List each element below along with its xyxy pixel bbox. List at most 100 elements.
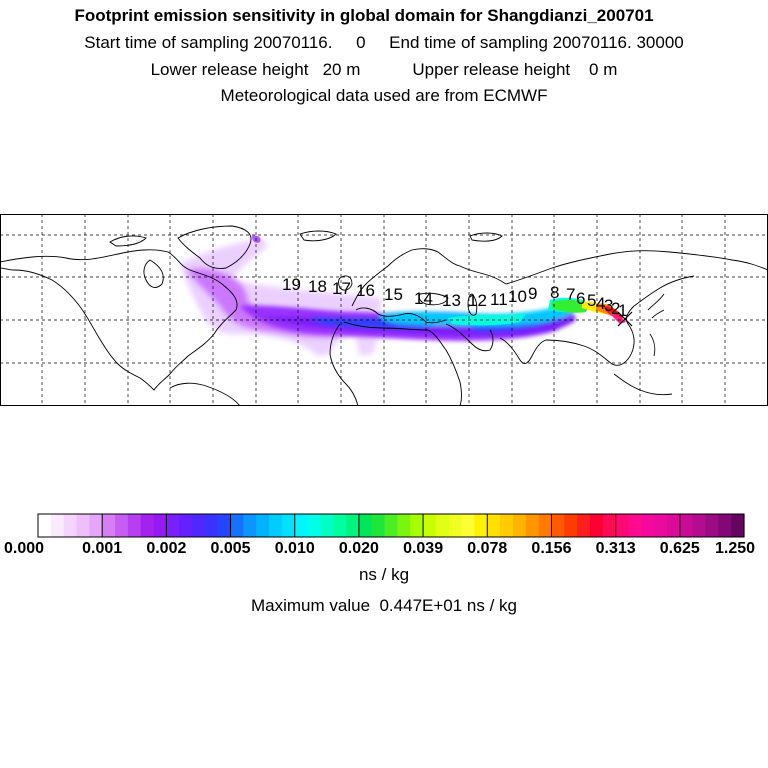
colorbar-segment [294,514,309,537]
colorbar-tick-label: 0.005 [211,540,251,557]
colorbar-segment [589,514,604,537]
plume-green [552,299,590,313]
colorbar-segment [692,514,707,537]
coast-japan [647,293,665,319]
colorbar-segment [217,514,232,537]
colorbar-segment [192,514,206,537]
day-label: 15 [384,285,403,304]
colorbar-segment [153,514,167,537]
day-label: 8 [550,283,559,302]
day-label: 7 [566,285,575,304]
colorbar-segment [333,514,347,537]
day-labels: 19 18 17 16 15 14 13 12 11 10 9 8 7 6 5 … [282,275,627,320]
colorbar: 0.000 0.001 0.002 0.005 0.010 0.020 0.03… [4,513,755,557]
colorbar-segment [38,514,52,537]
day-label: 2 [611,299,620,318]
colorbar-segment [538,514,553,537]
colorbar-segment [487,514,501,537]
colorbar-segment [666,514,681,537]
colorbar-segment [140,514,155,537]
colorbar-segment [76,514,90,537]
coast-iberia-med [355,307,447,324]
colorbar-segment [718,514,732,537]
coast-asia-north [505,250,767,285]
colorbar-segment [525,514,540,537]
day-label: 11 [490,290,508,309]
day-label: 9 [528,284,537,303]
meteo-source-line: Meteorological data used are from ECMWF [220,86,548,105]
colorbar-segment [281,514,296,537]
colorbar-segment [512,514,527,537]
colorbar-segment [705,514,719,537]
coast-arabia [445,323,494,352]
day-label: 10 [508,287,527,306]
colorbar-segment [577,514,591,537]
colorbar-tick-label: 0.156 [531,540,571,557]
coast-africa [329,321,462,405]
coast-hudson-bay [143,259,164,288]
colorbar-segment [410,514,424,537]
colorbar-segment [89,514,103,537]
colorbar-unit: ns / kg [358,565,410,584]
coast-east-asia [545,275,695,366]
colorbar-segment [179,514,193,537]
plume-pink [610,312,626,324]
colorbar-tick-label: 1.250 [715,540,755,557]
day-label: 13 [442,291,461,310]
maximum-value-text: Maximum value 0.447E+01 ns / kg [251,596,517,615]
colorbar-tick-label: 0.313 [596,540,636,557]
coast-se-asia [613,373,673,396]
day-label: 4 [596,294,605,313]
colorbar-segment [397,514,411,537]
colorbar-tick-label: 0.078 [467,540,507,557]
coast-black-sea [418,292,449,306]
colorbar-segment [551,514,565,537]
colorbar-segment [346,514,360,537]
day-label: 17 [332,279,351,298]
coast-uk [338,275,353,291]
colorbar-segment [371,514,386,537]
colorbar-tick-label: 0.000 [4,540,44,557]
colorbar-tick-label: 0.020 [339,540,379,557]
colorbar-segment [641,514,655,537]
plume-cyan [379,304,572,326]
colorbar-segment [307,514,321,537]
colorbar-segment [628,514,642,537]
colorbar-segment [500,514,514,537]
sampling-time-line: Start time of sampling 20070116. 0 End t… [84,33,684,52]
colorbar-segment [731,514,745,537]
world-map: 19 18 17 16 15 14 13 12 11 10 9 8 7 6 5 … [0,214,768,406]
colorbar-tick-label: 0.002 [146,540,186,557]
colorbar-segment [564,514,578,537]
release-height-line: Lower release height 20 m Upper release … [150,60,618,79]
day-label: 6 [576,289,585,308]
colorbar-segment [115,514,129,537]
colorbar-segment [230,514,244,537]
colorbar-tick-label: 0.010 [275,540,315,557]
figure-title: Footprint emission sensitivity in global… [74,6,654,25]
colorbar-segments [38,514,745,537]
colorbar-segment [602,514,617,537]
colorbar-segment [448,514,463,537]
colorbar-segment [474,514,488,537]
colorbar-segment [654,514,668,537]
coast-caspian [467,293,478,316]
colorbar-segment [102,514,116,537]
receptor-marker [617,311,633,327]
colorbar-segment [269,514,283,537]
colorbar-segment [243,514,257,537]
colorbar-frame [37,513,745,538]
colorbar-segment [63,514,78,537]
sensitivity-plume [180,235,626,356]
colorbar-segment [679,514,694,537]
coast-india [499,337,547,364]
colorbar-tick-label: 0.625 [660,540,700,557]
colorbar-segment [358,514,373,537]
colorbar-segment [166,514,180,537]
coast-south-america [169,382,240,405]
colorbar-segment [384,514,399,537]
day-label: 12 [468,291,487,310]
day-label: 16 [356,281,375,300]
coast-greenland [177,225,252,269]
colorbar-segment [256,514,270,537]
